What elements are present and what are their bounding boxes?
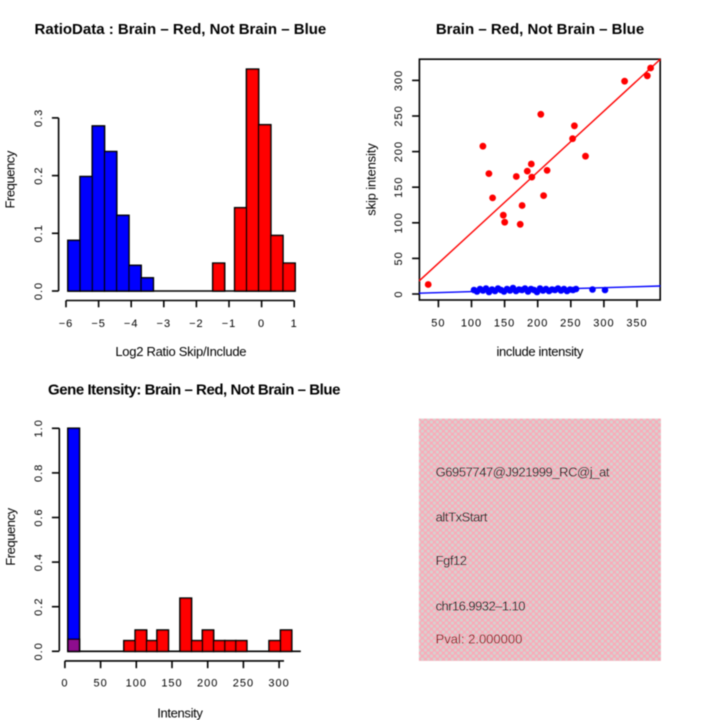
svg-text:150: 150 xyxy=(161,678,182,690)
svg-text:−1: −1 xyxy=(222,318,237,330)
svg-text:0.3: 0.3 xyxy=(33,109,45,127)
svg-text:250: 250 xyxy=(393,105,405,126)
svg-text:250: 250 xyxy=(233,678,254,690)
svg-text:Frequency: Frequency xyxy=(3,507,18,565)
svg-text:0.4: 0.4 xyxy=(33,553,45,571)
svg-text:0: 0 xyxy=(61,678,68,690)
svg-text:1.0: 1.0 xyxy=(33,419,45,437)
svg-text:0.1: 0.1 xyxy=(33,224,45,242)
svg-text:Gene Itensity: Brain – Red, No: Gene Itensity: Brain – Red, Not Brain – … xyxy=(48,382,340,399)
svg-text:0: 0 xyxy=(258,318,265,330)
svg-text:200: 200 xyxy=(197,678,218,690)
svg-text:−4: −4 xyxy=(124,318,139,330)
svg-text:200: 200 xyxy=(393,141,405,162)
svg-text:include intensity: include intensity xyxy=(497,344,584,359)
svg-text:0.2: 0.2 xyxy=(33,166,45,184)
svg-text:altTxStart: altTxStart xyxy=(436,510,488,525)
svg-text:−2: −2 xyxy=(189,318,204,330)
svg-text:0: 0 xyxy=(393,290,405,297)
svg-text:Intensity: Intensity xyxy=(157,706,203,720)
svg-text:100: 100 xyxy=(126,678,147,690)
svg-text:Frequency: Frequency xyxy=(3,150,18,208)
svg-text:G6957747@J921999_RC@j_at: G6957747@J921999_RC@j_at xyxy=(436,464,610,479)
svg-text:0.6: 0.6 xyxy=(33,508,45,526)
svg-text:Log2 Ratio Skip/Include: Log2 Ratio Skip/Include xyxy=(115,344,246,359)
svg-text:0.2: 0.2 xyxy=(33,598,45,616)
svg-text:0.0: 0.0 xyxy=(33,282,45,300)
svg-text:200: 200 xyxy=(527,317,548,329)
svg-text:−3: −3 xyxy=(157,318,172,330)
svg-text:50: 50 xyxy=(393,251,405,265)
svg-text:100: 100 xyxy=(461,317,482,329)
svg-text:250: 250 xyxy=(560,317,581,329)
svg-text:1: 1 xyxy=(291,318,298,330)
svg-text:skip intensity: skip intensity xyxy=(363,143,378,216)
svg-text:−5: −5 xyxy=(91,318,106,330)
svg-text:150: 150 xyxy=(393,177,405,198)
svg-text:0.0: 0.0 xyxy=(33,642,45,660)
svg-text:50: 50 xyxy=(93,678,107,690)
svg-text:350: 350 xyxy=(626,317,647,329)
svg-text:300: 300 xyxy=(593,317,614,329)
svg-text:150: 150 xyxy=(494,317,515,329)
svg-text:Brain – Red, Not Brain – Blue: Brain – Red, Not Brain – Blue xyxy=(436,21,644,38)
svg-text:300: 300 xyxy=(268,678,289,690)
svg-text:50: 50 xyxy=(431,317,445,329)
svg-text:100: 100 xyxy=(393,212,405,233)
svg-text:0.8: 0.8 xyxy=(33,464,45,482)
svg-text:RatioData : Brain – Red, Not B: RatioData : Brain – Red, Not Brain – Blu… xyxy=(35,21,327,38)
svg-text:300: 300 xyxy=(393,70,405,91)
svg-text:−6: −6 xyxy=(59,318,74,330)
svg-text:chr16.9932–1.10: chr16.9932–1.10 xyxy=(436,599,526,614)
svg-text:Fgf12: Fgf12 xyxy=(436,553,467,568)
svg-text:Pval: 2.000000: Pval: 2.000000 xyxy=(436,631,523,646)
